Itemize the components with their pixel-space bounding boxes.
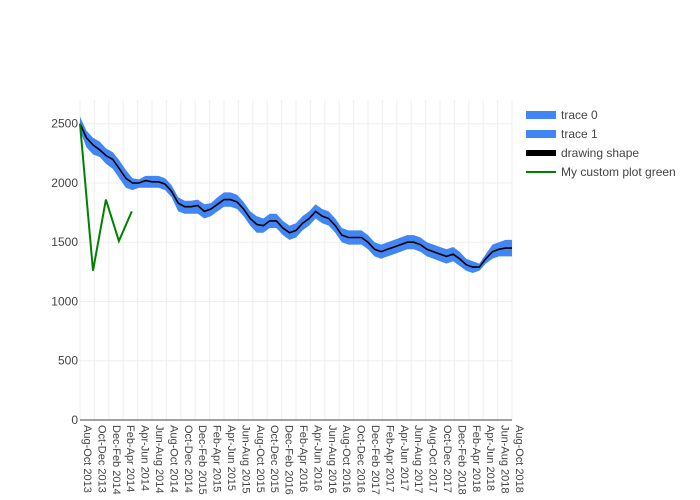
x-tick-label: Jun-Aug 2017 (412, 425, 424, 494)
x-tick-label: Apr-Jun 2015 (225, 425, 237, 491)
legend-item[interactable]: trace 0 (526, 108, 598, 122)
legend-label: trace 0 (561, 108, 598, 122)
x-tick-label: Apr-Jun 2016 (311, 425, 323, 491)
y-axis-ticks: 0 500 1000 1500 2000 2500 (51, 117, 78, 427)
x-tick-label: Jun-Aug 2016 (326, 425, 338, 494)
grid (79, 100, 513, 420)
x-tick-label: Feb-Apr 2017 (383, 425, 395, 492)
legend-label: My custom plot green (561, 165, 676, 179)
legend-item[interactable]: trace 1 (526, 127, 598, 141)
series-lines (79, 123, 512, 271)
x-tick-label: Apr-Jun 2017 (398, 425, 410, 491)
x-tick-label: Jun-Aug 2014 (153, 425, 165, 494)
x-tick-label: Apr-Jun 2018 (484, 425, 496, 491)
legend-item[interactable]: My custom plot green (526, 165, 676, 179)
legend-swatch (526, 130, 556, 138)
x-tick-label: Feb-Apr 2014 (124, 425, 136, 492)
y-tick-label: 2500 (51, 117, 78, 131)
y-tick-label: 1000 (51, 294, 78, 308)
x-tick-label: Dec-Feb 2015 (196, 425, 208, 495)
y-tick-label: 2000 (51, 176, 78, 190)
x-tick-label: Feb-Apr 2018 (470, 425, 482, 492)
x-tick-label: Feb-Apr 2016 (297, 425, 309, 492)
x-tick-label: Dec-Feb 2018 (455, 425, 467, 495)
x-tick-label: Aug-Oct 2018 (513, 425, 525, 493)
x-axis-ticks: Aug-Oct 2013 Oct-Dec 2013 Dec-Feb 2014 Feb-… (81, 425, 525, 495)
y-tick-label: 0 (71, 413, 78, 427)
legend-label: drawing shape (561, 146, 639, 160)
x-tick-label: Aug-Oct 2017 (427, 425, 439, 493)
x-tick-label: Aug-Oct 2013 (81, 425, 93, 493)
green-series-line (79, 123, 133, 271)
x-tick-label: Dec-Feb 2014 (110, 425, 122, 495)
legend-item[interactable]: drawing shape (526, 146, 639, 160)
x-tick-label: Oct-Dec 2015 (268, 425, 280, 493)
x-tick-label: Oct-Dec 2013 (95, 425, 107, 493)
x-tick-label: Feb-Apr 2015 (211, 425, 223, 492)
x-tick-label: Aug-Oct 2014 (167, 425, 179, 493)
y-tick-label: 1500 (51, 235, 78, 249)
x-tick-label: Dec-Feb 2017 (369, 425, 381, 495)
legend: trace 0 trace 1 drawing shape My custom plo… (526, 108, 676, 179)
y-tick-label: 500 (58, 354, 78, 368)
x-tick-label: Aug-Oct 2015 (254, 425, 266, 493)
x-tick-label: Jun-Aug 2018 (499, 425, 511, 493)
x-tick-label: Oct-Dec 2017 (441, 425, 453, 493)
legend-swatch (526, 150, 556, 156)
x-tick-label: Jun-Aug 2015 (239, 425, 251, 494)
x-tick-label: Oct-Dec 2014 (182, 425, 194, 493)
x-tick-label: Apr-Jun 2014 (139, 425, 151, 491)
drawing-shape-line (79, 123, 512, 268)
x-tick-label: Dec-Feb 2016 (283, 425, 295, 495)
legend-label: trace 1 (561, 127, 598, 141)
legend-swatch (526, 111, 556, 119)
x-tick-label: Oct-Dec 2016 (355, 425, 367, 493)
x-tick-label: Aug-Oct 2016 (340, 425, 352, 493)
